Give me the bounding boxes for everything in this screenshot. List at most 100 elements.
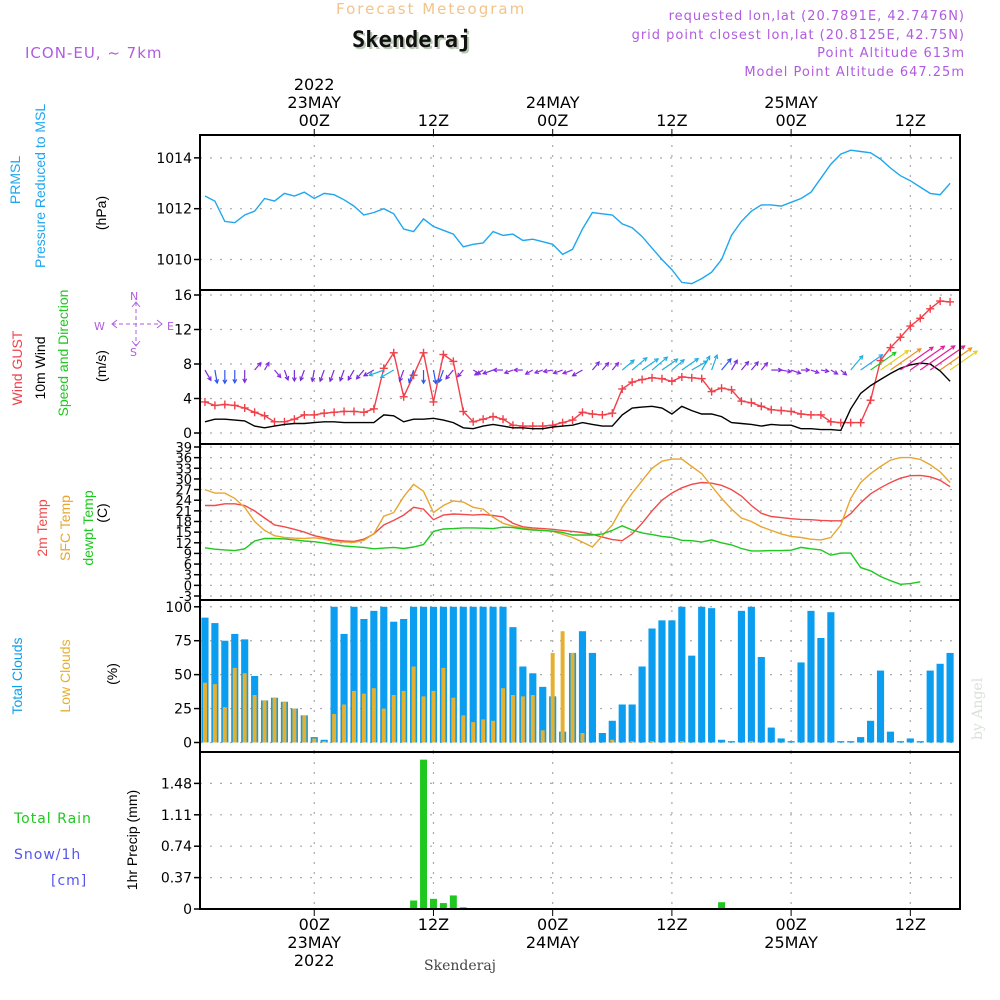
wind-arrow-head (950, 345, 956, 350)
wind-arrow-shaft (438, 369, 444, 383)
gust-marker (886, 343, 895, 352)
total-clouds-bar (638, 666, 646, 743)
wind-direction-arrow (929, 345, 966, 371)
wind-direction-arrow (909, 345, 946, 371)
total-clouds-bar (916, 741, 924, 743)
gust-marker (419, 348, 428, 357)
wind-arrow-head (878, 354, 884, 359)
gust-marker (568, 416, 577, 425)
wind-arrow-head (503, 369, 509, 375)
panel-pressure: 1010 1012 1014 (156, 134, 961, 291)
wind-arrow-shaft (525, 369, 534, 375)
wind-direction-arrow (850, 354, 864, 371)
wind-direction-arrow (820, 368, 830, 374)
wind-arrow-shaft (254, 362, 262, 371)
y-tick-label: 1.11 (161, 808, 192, 824)
wind-direction-arrow (318, 369, 325, 383)
place-title: Skenderaj (352, 28, 472, 53)
wind-arrow-shaft (601, 362, 609, 371)
y-tick-label: 75 (174, 634, 192, 650)
gust-marker (707, 387, 716, 396)
gust-marker (439, 350, 448, 359)
wind-direction-arrow (760, 361, 769, 371)
total-clouds-bar (588, 652, 596, 743)
wind-direction-arrow (368, 369, 384, 377)
low-clouds-bar (540, 730, 545, 743)
total-clouds-bar (678, 606, 686, 743)
wind-arrow-head (713, 353, 719, 360)
wind-direction-arrow (445, 369, 454, 380)
gust-marker (200, 397, 209, 406)
wind-arrow-shaft (274, 369, 282, 378)
low-clouds-bar (242, 673, 247, 743)
gust-marker (479, 415, 488, 424)
wind-arrow-shaft (830, 369, 838, 375)
gust-marker (777, 406, 786, 415)
wind-direction-arrow (681, 357, 700, 371)
total-clouds-bar (469, 606, 477, 743)
gust-marker (628, 378, 637, 387)
gust-marker (230, 401, 239, 410)
total-clouds-bar (876, 670, 885, 743)
total-clouds-bar (330, 606, 338, 743)
low-clouds-bar (401, 690, 406, 743)
low-clouds-bar (630, 741, 635, 743)
low-clouds-bar (749, 741, 754, 743)
wind-direction-arrow (214, 369, 220, 385)
gust-marker (826, 417, 835, 426)
wind-direction-arrow (671, 359, 686, 371)
wind-arrow-shaft (264, 362, 270, 371)
low-clouds-bar (421, 696, 426, 743)
low-clouds-bar (560, 631, 565, 743)
total-clouds-bar (926, 670, 934, 743)
wind-arrow-shaft (457, 369, 464, 378)
low-clouds-bar (501, 688, 505, 743)
total-clouds-bar (827, 612, 835, 743)
panel-wind: 0 4 8 12 16 (174, 288, 979, 445)
wind-direction-arrow (291, 370, 297, 383)
y-tick-label: 1010 (156, 253, 192, 269)
low-clouds-bar (361, 693, 366, 743)
wind-arrow-head (207, 376, 212, 382)
wind-arrow-head (398, 377, 404, 383)
low-clouds-bar (411, 666, 416, 743)
y-tick-label: 12 (174, 323, 192, 339)
gust-marker (369, 404, 378, 413)
gust-marker (588, 410, 597, 419)
wind-direction-arrow (355, 369, 365, 380)
wind-arrow-head (694, 357, 700, 363)
wind-direction-arrow (631, 356, 648, 371)
top-axis-label: 23MAY (287, 93, 341, 112)
y-tick-label: 30 (175, 473, 192, 488)
compass-arrows-icon (111, 301, 163, 347)
wind-arrow-shaft (900, 346, 934, 371)
wind-arrow-head (904, 349, 910, 355)
wind-direction-arrow (611, 361, 620, 371)
wind-arrow-head (928, 346, 934, 352)
gust-marker (330, 408, 339, 417)
total-clouds-bar (221, 640, 229, 743)
gust-marker (578, 408, 587, 417)
gust-marker (936, 297, 945, 306)
bottom-axis-label: 24MAY (526, 933, 580, 952)
wind-arrow-head (763, 361, 769, 367)
y-tick-label: 0.37 (161, 871, 192, 887)
wind-arrow-shaft (701, 355, 711, 371)
wind-arrow-shaft (474, 369, 484, 376)
total-clouds-bar (817, 638, 825, 743)
wind-direction-arrow (379, 369, 395, 379)
wind-direction-arrow (362, 369, 375, 377)
y-tick-label: 3 (184, 569, 192, 584)
wind-direction-arrow (524, 369, 534, 375)
wind-arrow-head (256, 361, 262, 367)
gust-marker (469, 417, 478, 426)
total-clouds-bar (906, 738, 914, 743)
wind-direction-arrow (310, 369, 316, 383)
low-clouds-bar (610, 739, 615, 743)
wind-arrow-shaft (939, 347, 972, 371)
wind-direction-arrow (533, 369, 543, 375)
wind-arrow-shaft (572, 369, 583, 377)
low-clouds-bar (441, 667, 446, 743)
wind-arrow-shaft (740, 361, 749, 371)
low-clouds-bar (342, 704, 347, 743)
